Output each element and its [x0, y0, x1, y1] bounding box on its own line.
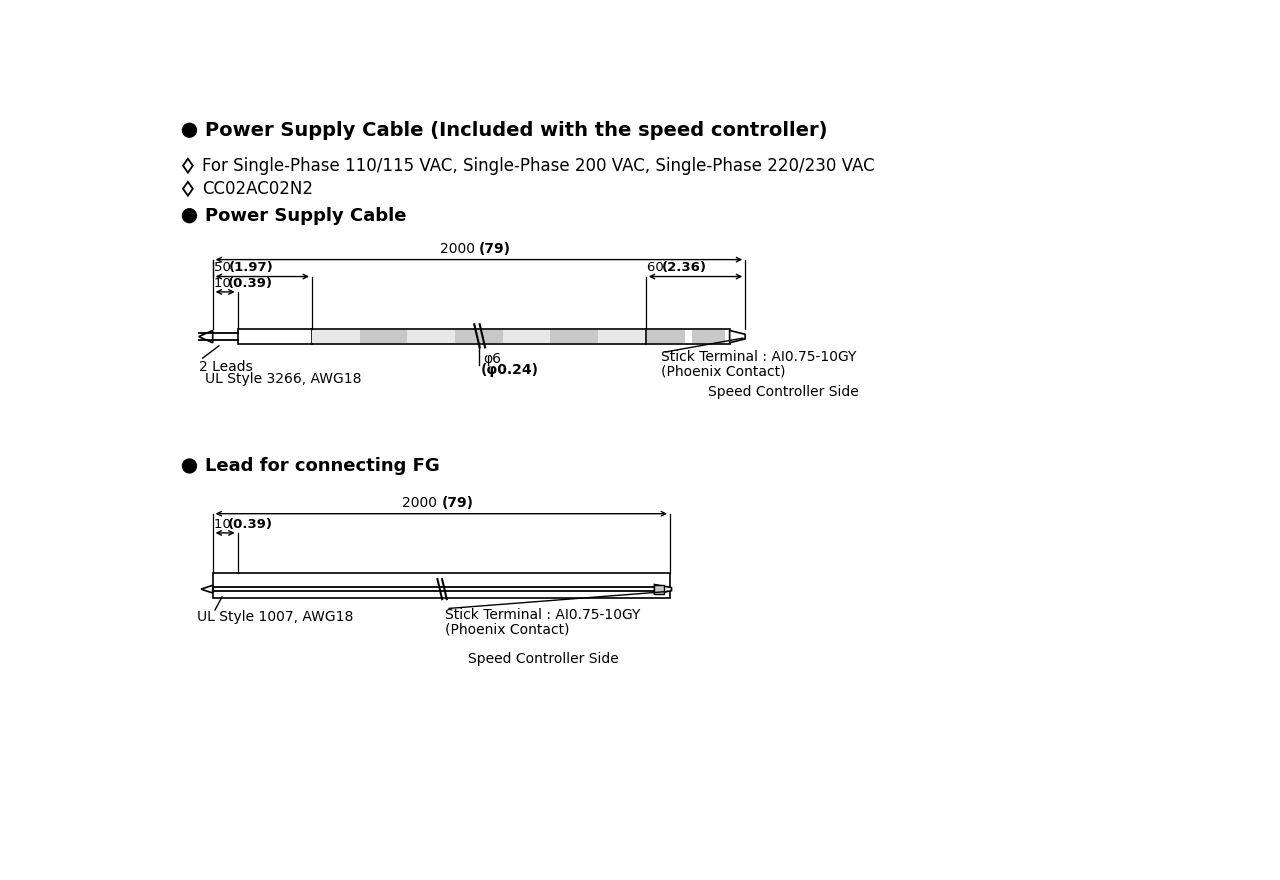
Text: 10: 10	[214, 517, 236, 531]
Text: (2.36): (2.36)	[662, 261, 707, 275]
Bar	[654, 584, 664, 594]
Text: 2000: 2000	[439, 242, 479, 256]
Text: CC02AC02N2: CC02AC02N2	[202, 180, 312, 198]
Text: Lead for connecting FG: Lead for connecting FG	[205, 457, 440, 475]
Bar	[312, 330, 646, 343]
Text: Stick Terminal : AI0.75-10GY: Stick Terminal : AI0.75-10GY	[662, 350, 856, 364]
Bar	[212, 573, 669, 598]
Text: (0.39): (0.39)	[228, 276, 273, 290]
Bar	[646, 329, 730, 344]
Text: (Phoenix Contact): (Phoenix Contact)	[445, 622, 570, 636]
Text: (1.97): (1.97)	[229, 261, 274, 275]
Text: Power Supply Cable (Included with the speed controller): Power Supply Cable (Included with the sp…	[205, 121, 827, 140]
Text: Stick Terminal : AI0.75-10GY: Stick Terminal : AI0.75-10GY	[445, 608, 640, 622]
Text: (0.39): (0.39)	[228, 517, 273, 531]
Text: Speed Controller Side: Speed Controller Side	[468, 652, 620, 666]
Bar	[238, 329, 312, 344]
Bar	[692, 330, 726, 343]
Text: Speed Controller Side: Speed Controller Side	[708, 385, 859, 400]
Text: 2000: 2000	[402, 495, 442, 510]
Text: (79): (79)	[442, 495, 474, 510]
Text: (Phoenix Contact): (Phoenix Contact)	[662, 364, 786, 378]
Text: Power Supply Cable: Power Supply Cable	[205, 207, 407, 224]
Polygon shape	[198, 330, 212, 343]
Text: (φ0.24): (φ0.24)	[480, 363, 539, 377]
Text: UL Style 1007, AWG18: UL Style 1007, AWG18	[197, 610, 353, 624]
Text: UL Style 3266, AWG18: UL Style 3266, AWG18	[205, 372, 361, 386]
Text: 60: 60	[648, 261, 668, 275]
Polygon shape	[654, 584, 672, 594]
Bar	[503, 330, 550, 343]
Bar	[598, 330, 646, 343]
Text: φ6: φ6	[483, 352, 500, 366]
Circle shape	[183, 123, 196, 137]
Circle shape	[183, 209, 196, 223]
Bar	[312, 330, 360, 343]
Bar	[648, 330, 685, 343]
Polygon shape	[730, 330, 745, 343]
Polygon shape	[201, 585, 212, 593]
Circle shape	[183, 459, 196, 473]
Text: For Single-Phase 110/115 VAC, Single-Phase 200 VAC, Single-Phase 220/230 VAC: For Single-Phase 110/115 VAC, Single-Pha…	[202, 157, 874, 174]
Text: 2 Leads: 2 Leads	[198, 360, 252, 374]
Text: 50: 50	[214, 261, 236, 275]
Text: (79): (79)	[479, 242, 511, 256]
Bar	[407, 330, 456, 343]
Text: 10: 10	[214, 276, 236, 290]
